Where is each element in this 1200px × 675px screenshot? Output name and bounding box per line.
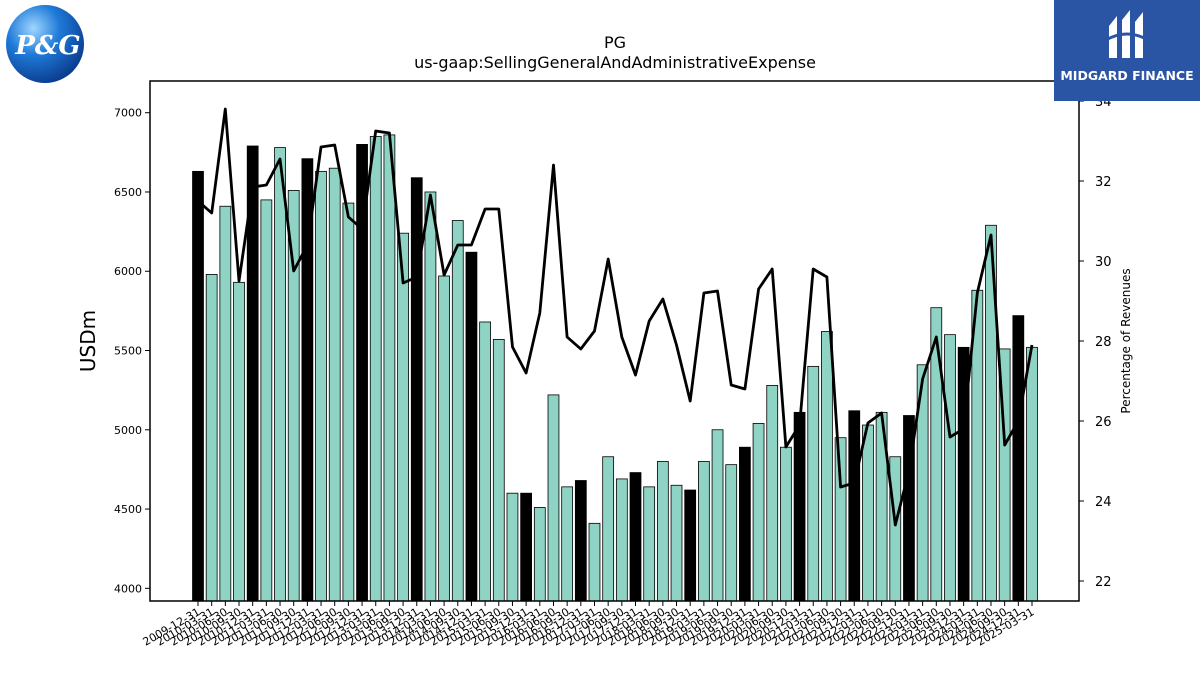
bar	[205, 274, 218, 602]
midgard-finance-logo: MIDGARD FINANCE	[1054, 0, 1200, 101]
y2-tick-label: 28	[1095, 335, 1112, 350]
ratio-line	[197, 107, 1034, 527]
bar	[862, 424, 874, 602]
y2-tick-label: 24	[1095, 495, 1112, 510]
x-axis-ticks: 2009-12-312010-03-312010-06-302010-09-30…	[141, 601, 1037, 649]
bar	[479, 321, 491, 602]
bar	[793, 411, 806, 602]
bar	[192, 170, 204, 602]
y-tick-label: 4500	[114, 503, 142, 516]
bar	[547, 394, 560, 602]
bar	[1026, 346, 1038, 602]
bar	[656, 461, 669, 602]
midgard-finance-text: MIDGARD FINANCE	[1060, 68, 1194, 83]
bar	[574, 480, 587, 602]
bar	[328, 167, 341, 602]
y-tick-label: 7000	[114, 107, 142, 120]
y2-tick-label: 32	[1095, 175, 1112, 190]
bar	[615, 478, 628, 602]
bar	[643, 486, 656, 602]
bar	[520, 492, 532, 602]
chart-subtitle: us-gaap:SellingGeneralAndAdministrativeE…	[414, 53, 816, 72]
y2-axis-label: Percentage of Revenues	[1119, 268, 1133, 413]
bar	[356, 144, 368, 602]
bar	[1012, 315, 1025, 602]
bar	[561, 486, 574, 602]
bar	[492, 339, 505, 602]
bar	[752, 423, 765, 602]
bar	[821, 331, 833, 602]
chart-title: PG	[604, 33, 626, 52]
bar	[711, 429, 724, 602]
y-tick-label: 4000	[114, 582, 142, 595]
bar	[424, 191, 437, 602]
line-series	[197, 107, 1034, 527]
bar	[342, 202, 355, 602]
bar	[397, 232, 409, 602]
y-axis-label: USDm	[76, 310, 100, 372]
bar	[602, 456, 615, 602]
bar	[780, 446, 792, 602]
bar	[287, 189, 300, 602]
bar	[698, 461, 710, 602]
bar	[233, 281, 245, 602]
bar	[629, 472, 642, 602]
y2-tick-label: 22	[1095, 575, 1112, 590]
pg-logo: P&G	[5, 4, 85, 84]
bar	[725, 464, 738, 602]
bar	[944, 334, 956, 602]
bar	[219, 205, 232, 602]
bar	[684, 489, 697, 602]
bar	[369, 136, 382, 602]
plot-frame	[149, 80, 1080, 602]
y2-tick-label: 30	[1095, 255, 1112, 270]
y-tick-label: 6500	[114, 186, 142, 199]
bar	[274, 147, 286, 602]
pg-logo-text: P&G	[14, 31, 80, 61]
midgard-emblem-icon	[1105, 10, 1149, 58]
bar	[451, 220, 464, 602]
bar	[533, 507, 546, 602]
bar	[506, 492, 519, 602]
bar	[410, 177, 423, 602]
bar	[588, 522, 601, 602]
y-tick-label: 6000	[114, 265, 142, 278]
bar	[438, 275, 450, 602]
bar	[766, 384, 779, 602]
bar	[834, 437, 847, 602]
bar	[260, 199, 273, 602]
bar	[889, 456, 902, 602]
bar-series	[192, 134, 1038, 602]
y2-tick-label: 26	[1095, 415, 1112, 430]
bar	[848, 410, 861, 602]
bar	[739, 446, 751, 602]
pg-logo-graphic: P&G	[6, 5, 84, 83]
bar	[315, 170, 327, 602]
bar	[383, 134, 396, 602]
bar	[465, 251, 478, 602]
bar	[670, 484, 683, 602]
y-tick-label: 5500	[114, 345, 142, 358]
y-tick-label: 5000	[114, 424, 142, 437]
bar	[807, 365, 820, 602]
y-axis-ticks: 4000 4500 5000 5500 6000 6500 7000	[114, 107, 150, 595]
